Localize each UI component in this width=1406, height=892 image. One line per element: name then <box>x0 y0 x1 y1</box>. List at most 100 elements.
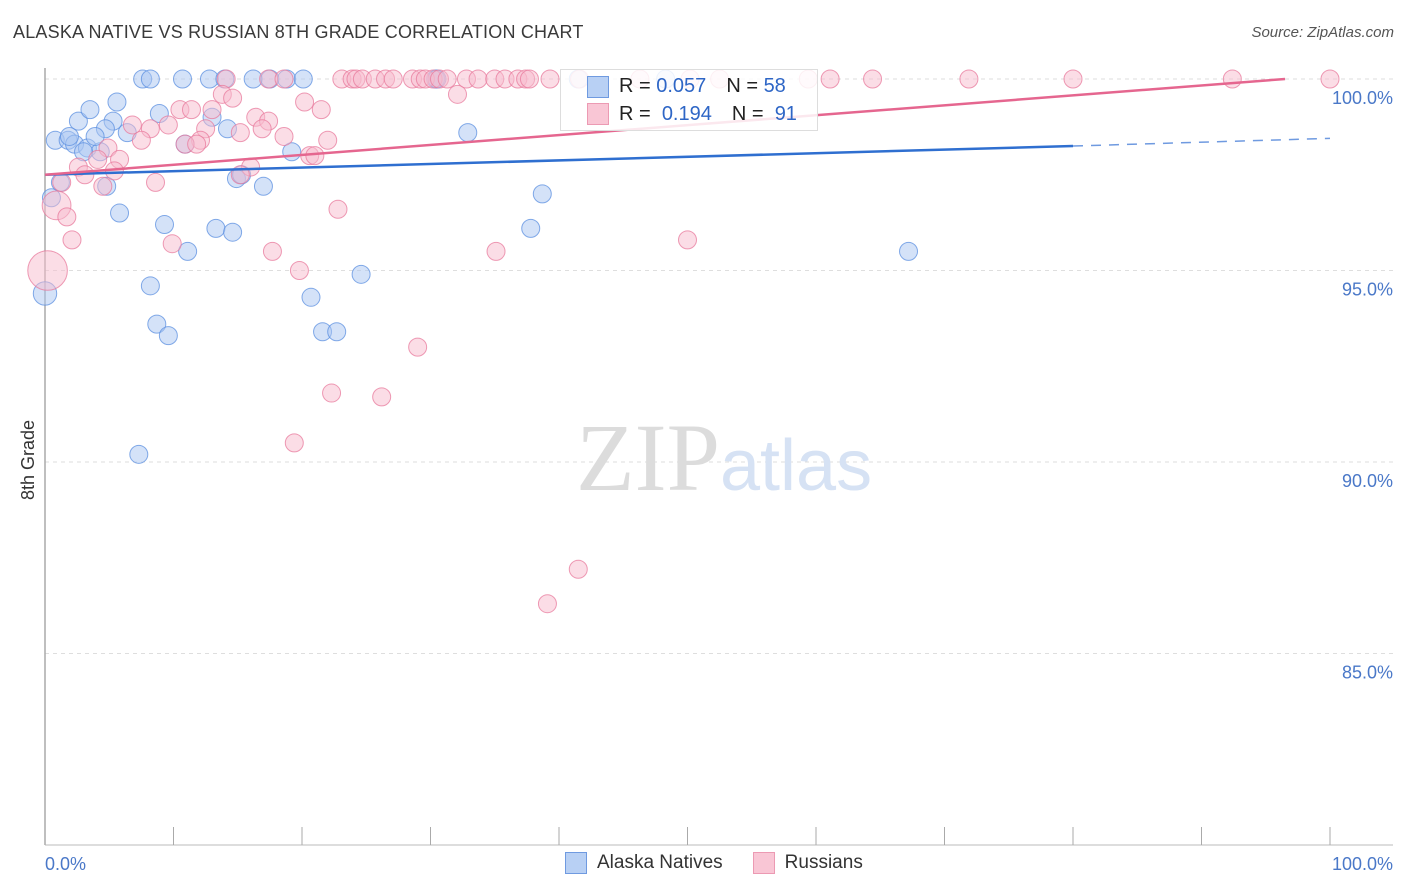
russians-point <box>1320 69 1340 89</box>
russians-point <box>468 69 488 89</box>
alaska-natives-point <box>172 69 192 89</box>
series-legend-russians[interactable]: Russians <box>752 852 863 874</box>
alaska-natives-point <box>178 241 198 261</box>
alaska-natives-swatch <box>565 852 587 874</box>
alaska-natives-point <box>327 322 347 342</box>
russians-point <box>27 250 68 291</box>
alaska-natives-point <box>521 218 541 238</box>
russians-point <box>62 230 82 250</box>
alaska-natives-point <box>351 264 371 284</box>
russians-point <box>519 69 539 89</box>
y-tick-label: 100.0% <box>1332 88 1393 108</box>
alaska-natives-point <box>140 69 160 89</box>
russians-point <box>437 69 457 89</box>
r-value: 0.057 <box>656 74 707 97</box>
alaska-natives-point <box>107 92 127 112</box>
russians-point <box>230 123 250 143</box>
n-label: N = <box>726 74 758 97</box>
russians-point <box>284 433 304 453</box>
russians-point <box>289 261 309 280</box>
russians-point <box>274 126 294 146</box>
russians-label: Russians <box>784 852 863 873</box>
russians-point <box>863 69 883 89</box>
alaska-natives-point <box>147 314 167 334</box>
russians-point <box>408 337 428 357</box>
n-label: N = <box>731 102 764 125</box>
alaska-natives-point <box>155 215 175 235</box>
russians-point <box>93 176 113 196</box>
n-value: 58 <box>763 74 786 97</box>
legend-row-russians: R = 0.194 N = 91 <box>619 101 797 127</box>
russians-point <box>311 100 331 120</box>
y-tick-label: 85.0% <box>1342 663 1393 683</box>
chart-title: ALASKA NATIVE VS RUSSIAN 8TH GRADE CORRE… <box>13 22 584 42</box>
russians-point <box>122 115 142 135</box>
alaska-natives-point <box>899 241 919 261</box>
russians-point <box>162 234 182 254</box>
russians-point <box>223 88 243 108</box>
alaska-natives-trend-line <box>44 144 1074 176</box>
alaska-natives-point <box>223 222 243 242</box>
russians-point <box>202 100 222 120</box>
x-tick-label-max: 100.0% <box>1332 854 1393 874</box>
alaska-natives-point <box>253 176 273 196</box>
russians-point <box>372 387 392 407</box>
alaska-natives-point <box>293 69 313 89</box>
russians-point <box>52 172 72 192</box>
russians-point <box>322 383 342 403</box>
alaska-natives-point <box>110 203 130 223</box>
y-axis-label: 8th Grade <box>18 420 38 500</box>
x-tick-label-min: 0.0% <box>45 854 86 874</box>
russians-point <box>1063 69 1083 89</box>
alaska-natives-point <box>129 444 149 464</box>
russians-point <box>181 100 201 120</box>
russians-point <box>383 69 403 89</box>
russians-point <box>540 69 560 89</box>
legend-row-alaska-natives: R = 0.057 N = 58 <box>619 73 786 99</box>
n-value: 91 <box>774 102 797 125</box>
data-points <box>27 69 1340 614</box>
watermark-atlas: atlas <box>720 426 872 506</box>
series-legend: Alaska Natives Russians <box>565 852 863 874</box>
russians-point <box>158 115 178 135</box>
legend-swatch-alaska-natives <box>587 76 609 98</box>
alaska-natives-point <box>301 287 321 307</box>
series-legend-alaska-natives[interactable]: Alaska Natives <box>565 852 723 874</box>
watermark-zip: ZIP <box>576 404 720 511</box>
russians-point <box>146 172 166 192</box>
russians-point <box>274 69 294 89</box>
chart-source: Source: ZipAtlas.com <box>1251 24 1394 41</box>
alaska-natives-point <box>85 126 105 146</box>
russians-point <box>262 241 282 261</box>
russians-point <box>486 241 506 261</box>
y-tick-labels: 100.0% 95.0% 90.0% 85.0% <box>1332 88 1393 683</box>
russians-point <box>537 594 557 614</box>
russians-point <box>318 130 338 150</box>
russians-point <box>131 130 151 150</box>
alaska-natives-point <box>80 100 100 120</box>
russians-point <box>252 119 272 139</box>
russians-point <box>1222 69 1242 89</box>
r-value: 0.194 <box>661 102 712 125</box>
y-tick-label: 90.0% <box>1342 471 1393 491</box>
correlation-legend: R = 0.057 N = 58 R = 0.194 N = 91 <box>560 69 818 131</box>
russians-point <box>447 84 467 104</box>
alaska-natives-point <box>68 111 88 131</box>
russians-point <box>295 92 315 112</box>
russians-point <box>57 207 77 227</box>
russians-point <box>328 199 348 219</box>
alaska-natives-trend-extension <box>1072 137 1331 147</box>
russians-point <box>820 69 840 89</box>
russians-point <box>187 134 207 154</box>
russians-point <box>959 69 979 89</box>
y-tick-label: 95.0% <box>1342 280 1393 300</box>
alaska-natives-label: Alaska Natives <box>597 852 723 873</box>
r-label: R = <box>619 102 651 125</box>
russians-point <box>568 559 588 579</box>
r-label: R = <box>619 74 651 97</box>
alaska-natives-point <box>158 326 178 346</box>
alaska-natives-point <box>59 126 79 146</box>
alaska-natives-point <box>458 123 478 143</box>
